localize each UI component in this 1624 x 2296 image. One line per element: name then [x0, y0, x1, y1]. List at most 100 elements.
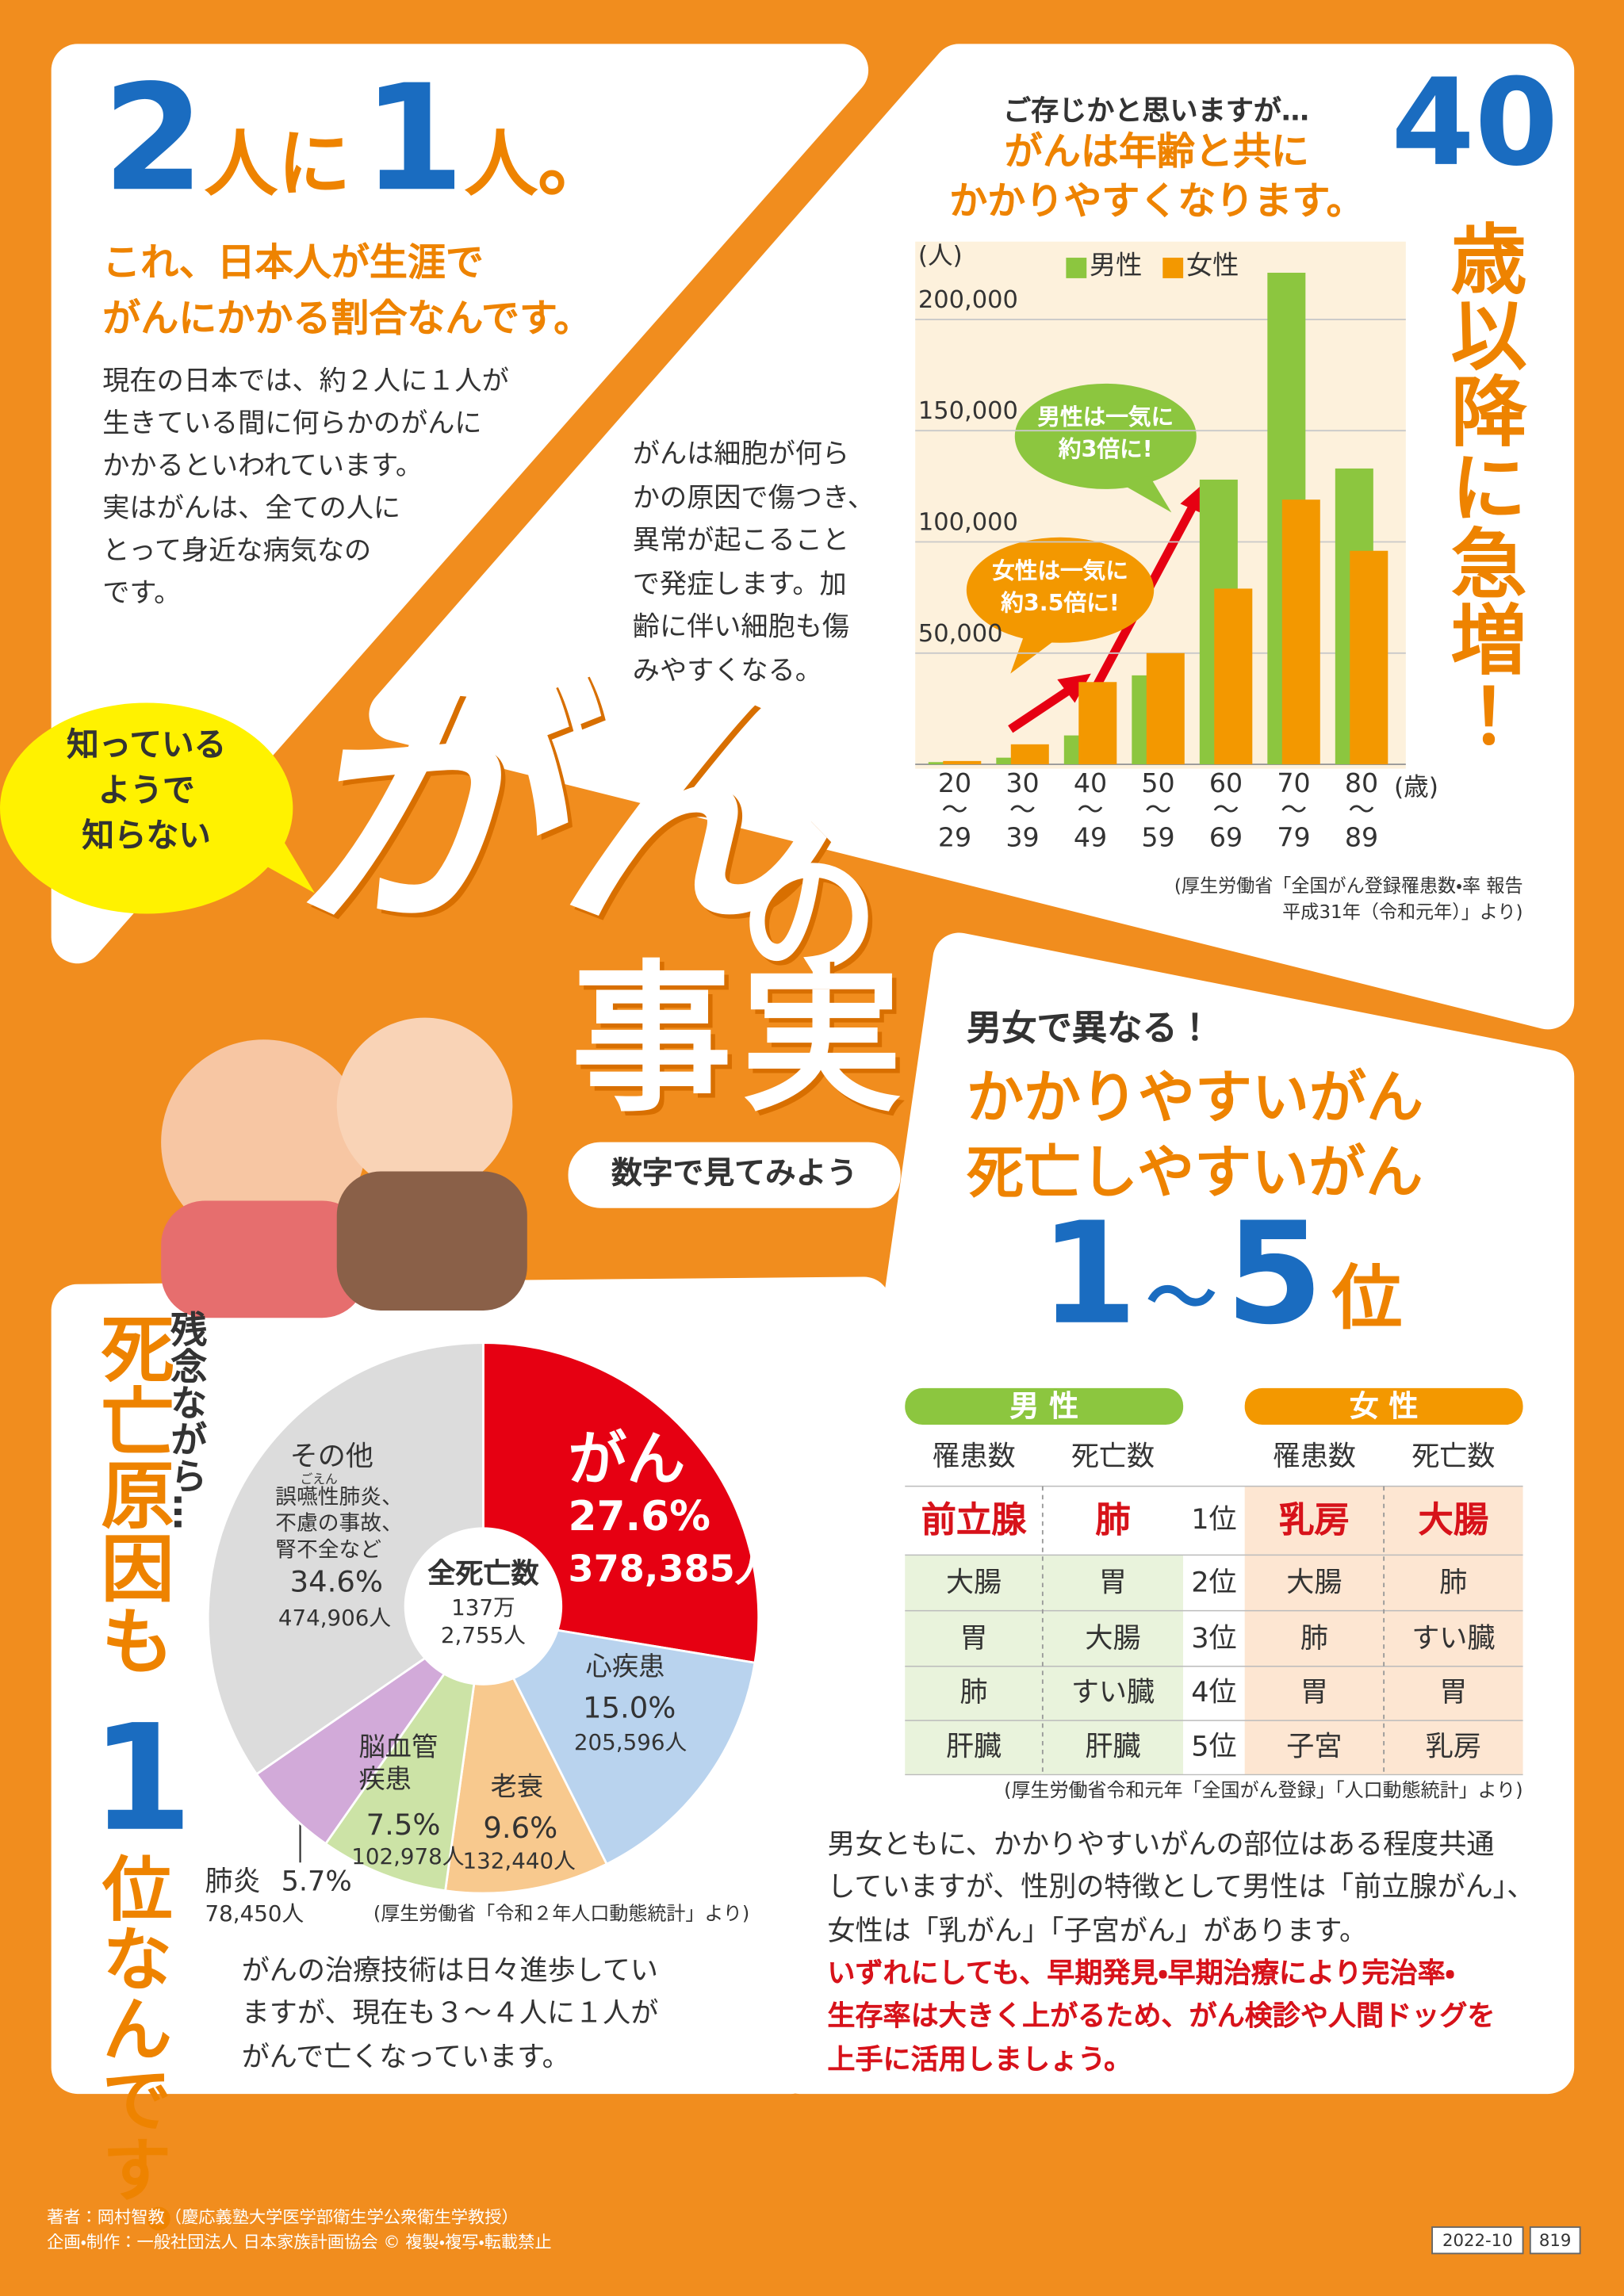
- x-tick-label: 70 〜 79: [1277, 768, 1311, 854]
- table-cell: [1244, 1486, 1385, 1556]
- legend-swatch: [1162, 258, 1184, 278]
- table-cell: [1042, 1666, 1184, 1721]
- callout: [966, 537, 1155, 643]
- table-cell: [1042, 1486, 1184, 1556]
- pie-center: [404, 1527, 563, 1686]
- table-cell: [1244, 1666, 1385, 1721]
- table-cell-text: 3位: [1191, 1622, 1237, 1655]
- credits: 著者：岡村智教（慶応義塾大学医学部衛生学公衆衛生学教授） 企画・制作：一般社団法…: [47, 2206, 552, 2252]
- y-axis-label: (人): [917, 241, 963, 271]
- table-cell-text: 2位: [1191, 1567, 1237, 1599]
- table-cell-text: 前立腺: [921, 1499, 1027, 1540]
- table-cell: [905, 1666, 1043, 1721]
- source: (厚生労働省「令和２年人口動態統計」より): [373, 1903, 750, 1926]
- rank-sep: 〜: [1146, 1257, 1217, 1340]
- x-tick-label: 60 〜 69: [1208, 768, 1243, 854]
- panel: [51, 44, 869, 964]
- table-cell: [1042, 1610, 1184, 1667]
- pie-count-label: 78,450人: [205, 1900, 304, 1927]
- pie-label: 心疾患: [585, 1651, 665, 1683]
- table-cell-text: すい臓: [1411, 1622, 1496, 1655]
- bar: [1146, 652, 1185, 765]
- pie-slice: [444, 1614, 608, 1895]
- arrowhead: [1057, 673, 1091, 703]
- callout: [1014, 383, 1197, 489]
- table-cell: [1384, 1720, 1523, 1775]
- pie-slice: [324, 1617, 485, 1892]
- bar: [1281, 499, 1320, 765]
- page-box: [1529, 2226, 1581, 2255]
- table-cell: [905, 1486, 1043, 1556]
- lead: ご存じかと思いますが…: [1002, 95, 1309, 128]
- table-cell: [1183, 1720, 1245, 1775]
- y-tick-label: 150,000: [917, 396, 1018, 425]
- headline-text: 人に: [204, 121, 351, 207]
- illustration: [161, 1200, 366, 1318]
- rank-range: 1 〜 5 位: [1040, 1197, 1403, 1353]
- main-title-particle: の: [739, 837, 879, 999]
- pie-value-label: 15.0%: [582, 1689, 676, 1725]
- table-cell-text: 5位: [1191, 1731, 1237, 1763]
- legend-label: 女性: [1185, 250, 1239, 281]
- table-cell-text: 肺: [1300, 1622, 1328, 1655]
- illustration: [336, 1017, 513, 1194]
- issue: 2022-10: [1442, 2229, 1513, 2251]
- column-header: 死亡数: [1411, 1441, 1496, 1473]
- rank-suffix: 位: [1331, 1257, 1403, 1340]
- group-header: [1244, 1387, 1523, 1425]
- bar: [1350, 550, 1388, 765]
- pie-label: がん: [568, 1425, 686, 1494]
- table-cell-text: 肺: [1439, 1567, 1468, 1599]
- pie-center-value: 137万 2,755人: [440, 1594, 526, 1649]
- bar: [1078, 682, 1117, 765]
- pie-slice: [255, 1617, 485, 1846]
- table-cell-text: 4位: [1191, 1676, 1237, 1709]
- pie-count-label: 378,385人: [568, 1548, 772, 1590]
- bar: [1010, 744, 1049, 765]
- pie-count-label: 102,978人: [351, 1843, 465, 1870]
- group-header-label: 女 性: [1349, 1387, 1419, 1424]
- table-cell: [1042, 1720, 1184, 1775]
- illustration: [336, 1171, 527, 1311]
- headline-text: 人。: [464, 121, 611, 207]
- pill-text: 数字で見てみよう: [611, 1155, 858, 1191]
- table-cell: [905, 1610, 1043, 1667]
- table-cell-text: 肝臓: [945, 1731, 1002, 1763]
- headline-number: 1: [362, 52, 465, 224]
- pie-center-label: 全死亡数: [427, 1558, 539, 1590]
- table-cell: [1244, 1555, 1385, 1611]
- table-cell: [905, 1555, 1043, 1611]
- table-cell-text: 1位: [1191, 1503, 1237, 1536]
- x-axis-label: (歳): [1394, 773, 1438, 803]
- death-text: がんの治療技術は日々進歩してい ますが、現在も３～４人に１人が がんで亡くなって…: [241, 1954, 659, 2073]
- table-cell-text: 胃: [1098, 1567, 1128, 1599]
- pie-slice: [206, 1341, 485, 1776]
- pie-count-label: 205,596人: [573, 1729, 688, 1756]
- ranking-text: 男女ともに、かかりやすいがんの部位はある程度共通 していますが、性別の特徴として…: [827, 1828, 1535, 1948]
- pie-value-label: 27.6%: [568, 1491, 710, 1540]
- pie-value-label: 7.5%: [366, 1807, 441, 1843]
- column-header: 罹患数: [1272, 1441, 1357, 1473]
- table-cell-text: 肺: [959, 1676, 988, 1709]
- table-cell-text: 乳房: [1279, 1499, 1350, 1540]
- source: (厚生労働省令和元年「全国がん登録」「人口動態統計」より): [1004, 1780, 1523, 1803]
- pie-label: 肺炎: [205, 1865, 261, 1898]
- callout-tail: [1120, 476, 1172, 513]
- side-headline: 歳以降に急増！: [1436, 220, 1525, 753]
- table-cell: [1183, 1555, 1245, 1611]
- y-tick-label: 100,000: [917, 508, 1018, 537]
- table-cell: [1042, 1555, 1184, 1611]
- table-cell: [1384, 1666, 1523, 1721]
- section-headline: かかりやすいがん 死亡しやすいがん: [966, 1066, 1424, 1207]
- subtitle: これ、日本人が生涯で がんにかかる割合なんです。: [102, 241, 592, 341]
- bar: [943, 760, 982, 765]
- main-title: がん: [293, 657, 821, 964]
- table-cell: [1183, 1666, 1245, 1721]
- table-cell: [905, 1720, 1043, 1775]
- y-tick-label: 200,000: [917, 285, 1018, 314]
- table-cell: [1384, 1486, 1523, 1556]
- callout-text: 男性は一気に 約3倍に!: [1037, 404, 1174, 463]
- group-header-label: 男 性: [1009, 1387, 1079, 1424]
- speech-bubble: [0, 702, 293, 914]
- death-rank: 1: [90, 1693, 193, 1865]
